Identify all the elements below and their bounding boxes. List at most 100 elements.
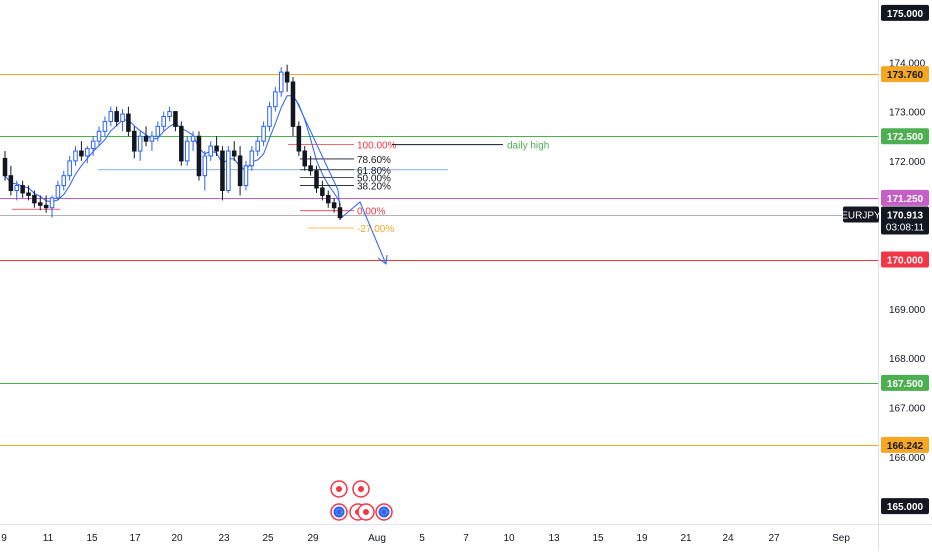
candle[interactable]: [43, 195, 49, 213]
candle[interactable]: [161, 111, 166, 132]
candle[interactable]: [308, 155, 313, 176]
candle[interactable]: [196, 131, 202, 181]
price-axis[interactable]: 174.000 173.000 172.000 169.000 168.000 167.0…: [889, 58, 926, 464]
candle[interactable]: [202, 151, 208, 191]
x-tick-label: 21: [680, 533, 692, 544]
candle[interactable]: [167, 106, 172, 122]
fib-label-0-00: 0.00%: [357, 207, 385, 218]
candle[interactable]: [126, 106, 131, 137]
candle-body: [267, 106, 272, 127]
candle[interactable]: [155, 121, 161, 142]
euro-flag-icon: [333, 506, 345, 518]
candle[interactable]: [137, 131, 143, 161]
x-tick-label: 9: [1, 533, 7, 544]
candle[interactable]: [261, 121, 266, 147]
candle[interactable]: [231, 141, 237, 161]
candlesticks[interactable]: [2, 64, 343, 221]
candle[interactable]: [143, 126, 149, 147]
moving-average-line[interactable]: [4, 95, 341, 203]
candle[interactable]: [49, 195, 55, 218]
candle[interactable]: [132, 126, 137, 159]
candle[interactable]: [243, 160, 249, 191]
candle[interactable]: [2, 151, 8, 181]
candle[interactable]: [226, 146, 231, 193]
candle[interactable]: [55, 180, 61, 201]
candle[interactable]: [220, 146, 225, 201]
candle[interactable]: [79, 141, 84, 161]
candle-body: [278, 71, 284, 93]
fib-label-100-00: 100.00%: [357, 141, 397, 152]
event-marker-icon[interactable]: [330, 480, 348, 498]
candle[interactable]: [102, 116, 108, 137]
japan-flag-icon: [358, 486, 364, 492]
candle-body: [43, 204, 49, 209]
price-label-box: [881, 66, 929, 83]
x-tick-label: 25: [262, 533, 274, 544]
candle[interactable]: [237, 146, 243, 196]
candle-body: [308, 165, 313, 172]
candle[interactable]: [73, 146, 78, 166]
candle[interactable]: [14, 180, 20, 201]
japan-flag-icon: [363, 509, 369, 515]
candle[interactable]: [267, 101, 272, 132]
candle[interactable]: [108, 106, 114, 127]
candle[interactable]: [184, 136, 190, 166]
candle[interactable]: [314, 165, 319, 193]
candle-body: [173, 111, 178, 127]
candle[interactable]: [337, 202, 343, 221]
candle[interactable]: [302, 146, 308, 171]
event-marker-icon[interactable]: [330, 503, 348, 521]
candle[interactable]: [90, 136, 96, 156]
candle[interactable]: [114, 106, 119, 127]
y-tick-label: 173.000: [889, 108, 926, 119]
candle[interactable]: [214, 136, 219, 156]
candle[interactable]: [67, 155, 72, 181]
candle[interactable]: [320, 180, 325, 201]
fib-label-78-60: 78.60%: [357, 155, 391, 166]
candle-body: [8, 175, 14, 191]
x-tick-label: Sep: [832, 533, 850, 544]
candle[interactable]: [273, 86, 278, 112]
current-price-box: [881, 206, 929, 235]
candle[interactable]: [173, 111, 178, 132]
event-marker-icon[interactable]: [357, 503, 375, 521]
japan-flag-icon: [336, 486, 342, 492]
price-label-166-242: 166.242: [881, 436, 929, 453]
x-tick-label: 17: [129, 533, 141, 544]
candle[interactable]: [284, 64, 290, 92]
candle[interactable]: [26, 185, 31, 201]
candle[interactable]: [96, 126, 102, 147]
candle-body: [2, 157, 8, 177]
candle[interactable]: [85, 146, 90, 164]
candle-body: [196, 135, 202, 177]
candle[interactable]: [38, 195, 43, 211]
candle[interactable]: [32, 190, 37, 208]
price-label-167-500: 167.500: [881, 374, 929, 391]
candle-body: [220, 150, 225, 191]
candle[interactable]: [208, 141, 213, 161]
candle[interactable]: [290, 77, 296, 137]
economic-events[interactable]: [330, 480, 393, 521]
candle[interactable]: [190, 131, 196, 152]
candle[interactable]: [331, 197, 337, 213]
candle[interactable]: [149, 131, 155, 152]
candle-body: [38, 202, 43, 206]
candle[interactable]: [8, 165, 14, 196]
candle[interactable]: [325, 190, 331, 208]
candle[interactable]: [255, 136, 260, 156]
price-label-text: 173.760: [887, 70, 924, 81]
candle[interactable]: [278, 67, 284, 97]
candle[interactable]: [20, 180, 25, 198]
event-marker-icon[interactable]: [352, 480, 370, 498]
symbol-tag[interactable]: EURJPY: [841, 206, 881, 223]
candle[interactable]: [61, 170, 67, 191]
candle[interactable]: [296, 121, 302, 156]
candle[interactable]: [120, 109, 125, 132]
candle[interactable]: [179, 121, 184, 166]
event-marker-icon[interactable]: [375, 503, 393, 521]
candle[interactable]: [249, 146, 255, 171]
time-axis[interactable]: 9 11 15 17 20 23 25 29 Aug 5 7 10 13 15 19 21 24 27 Sep: [1, 533, 850, 544]
